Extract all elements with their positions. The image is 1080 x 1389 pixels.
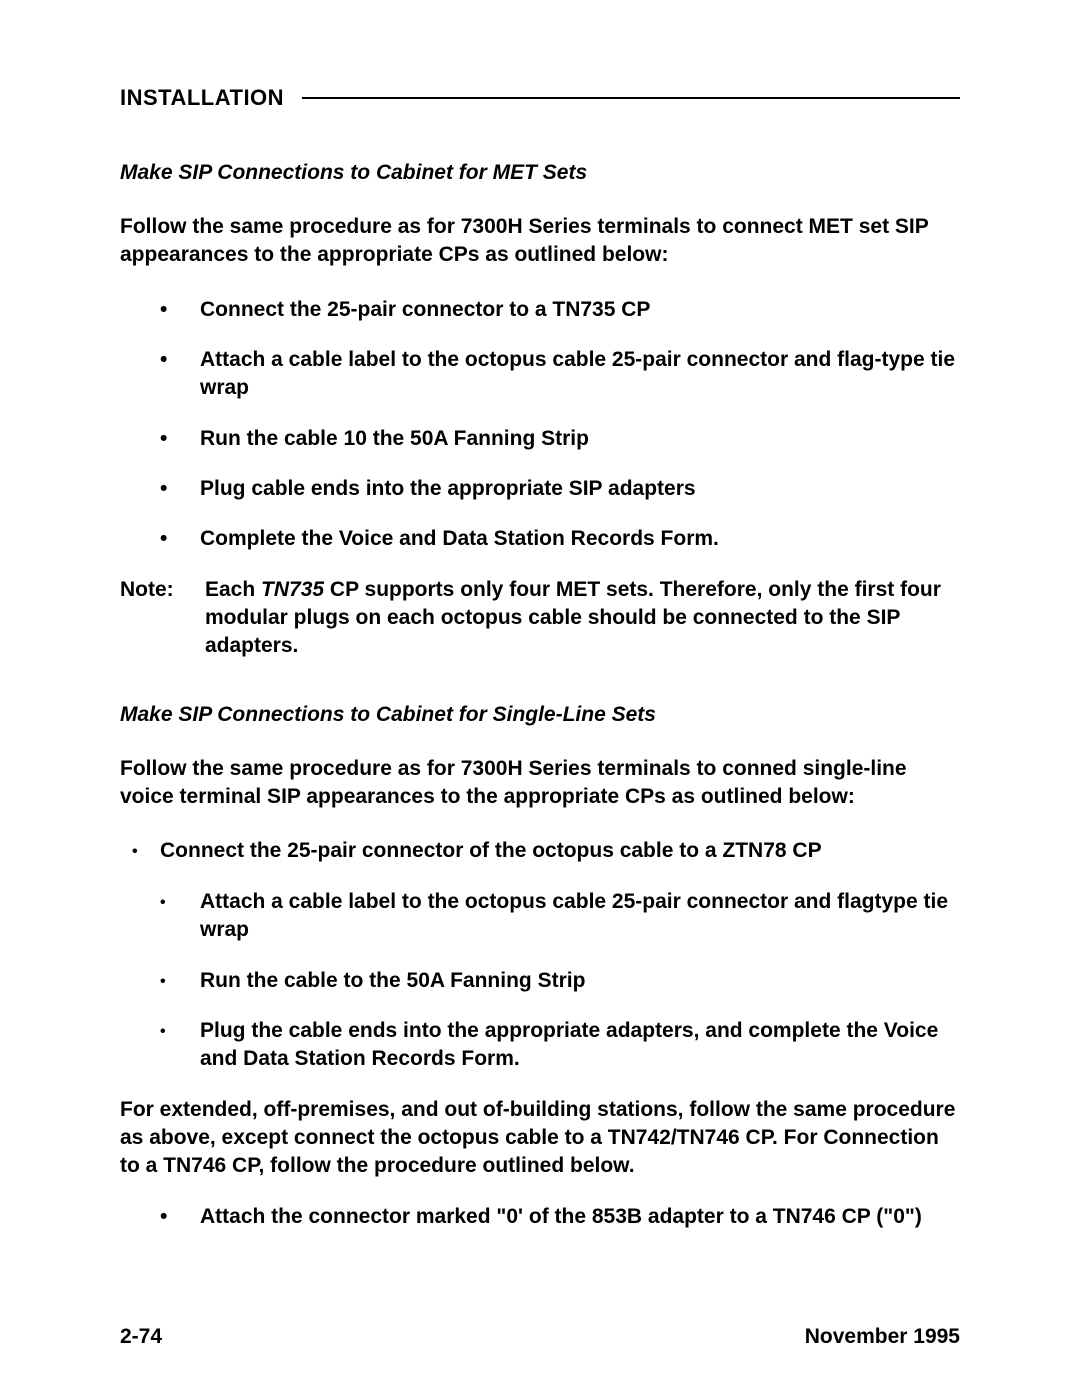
list-item: •Connect the 25-pair connector of the oc… xyxy=(120,837,960,865)
note-label: Note: xyxy=(120,576,205,661)
footer-right: November 1995 xyxy=(805,1325,960,1349)
section1-intro: Follow the same procedure as for 7300H S… xyxy=(120,213,960,270)
subheading-met: Make SIP Connections to Cabinet for MET … xyxy=(120,161,960,185)
section2-bullets: •Connect the 25-pair connector of the oc… xyxy=(120,837,960,1073)
list-item-text: Connect the 25-pair connector of the oct… xyxy=(160,839,822,862)
subheading-met-sip: SIP xyxy=(178,161,211,184)
section-label: INSTALLATION xyxy=(120,85,302,111)
section2-bullets2: Attach the connector marked "0' of the 8… xyxy=(120,1203,960,1231)
list-item: Plug the cable ends into the appropriate… xyxy=(120,1017,960,1074)
list-item: Connect the 25-pair connector to a TN735… xyxy=(120,296,960,324)
note-prefix: Each xyxy=(205,578,261,601)
subheading-single-line: Make SIP Connections to Cabinet for Sing… xyxy=(120,703,960,727)
note-body: Each TN735 CP supports only four MET set… xyxy=(205,576,960,661)
section-header: INSTALLATION xyxy=(120,85,960,111)
note-model: TN735 xyxy=(261,578,324,601)
header-rule xyxy=(302,97,960,99)
page: INSTALLATION Make SIP Connections to Cab… xyxy=(0,0,1080,1389)
footer-left: 2-74 xyxy=(120,1325,162,1349)
list-item: Run the cable to the 50A Fanning Strip xyxy=(120,967,960,995)
note-block: Note: Each TN735 CP supports only four M… xyxy=(120,576,960,661)
list-item: Complete the Voice and Data Station Reco… xyxy=(120,525,960,553)
list-item: Attach a cable label to the octopus cabl… xyxy=(120,888,960,945)
subheading-met-prefix: Make xyxy=(120,161,178,184)
section2-outro: For extended, off-premises, and out of-b… xyxy=(120,1096,960,1181)
section2-intro: Follow the same procedure as for 7300H S… xyxy=(120,755,960,812)
list-item: Attach the connector marked "0' of the 8… xyxy=(120,1203,960,1231)
list-item: Plug cable ends into the appropriate SIP… xyxy=(120,475,960,503)
section1-bullets: Connect the 25-pair connector to a TN735… xyxy=(120,296,960,554)
subheading-met-suffix: Connections to Cabinet for MET Sets xyxy=(211,161,587,184)
list-item: Run the cable 10 the 50A Fanning Strip xyxy=(120,425,960,453)
page-footer: 2-74 November 1995 xyxy=(120,1325,960,1349)
list-item: Attach a cable label to the octopus cabl… xyxy=(120,346,960,403)
